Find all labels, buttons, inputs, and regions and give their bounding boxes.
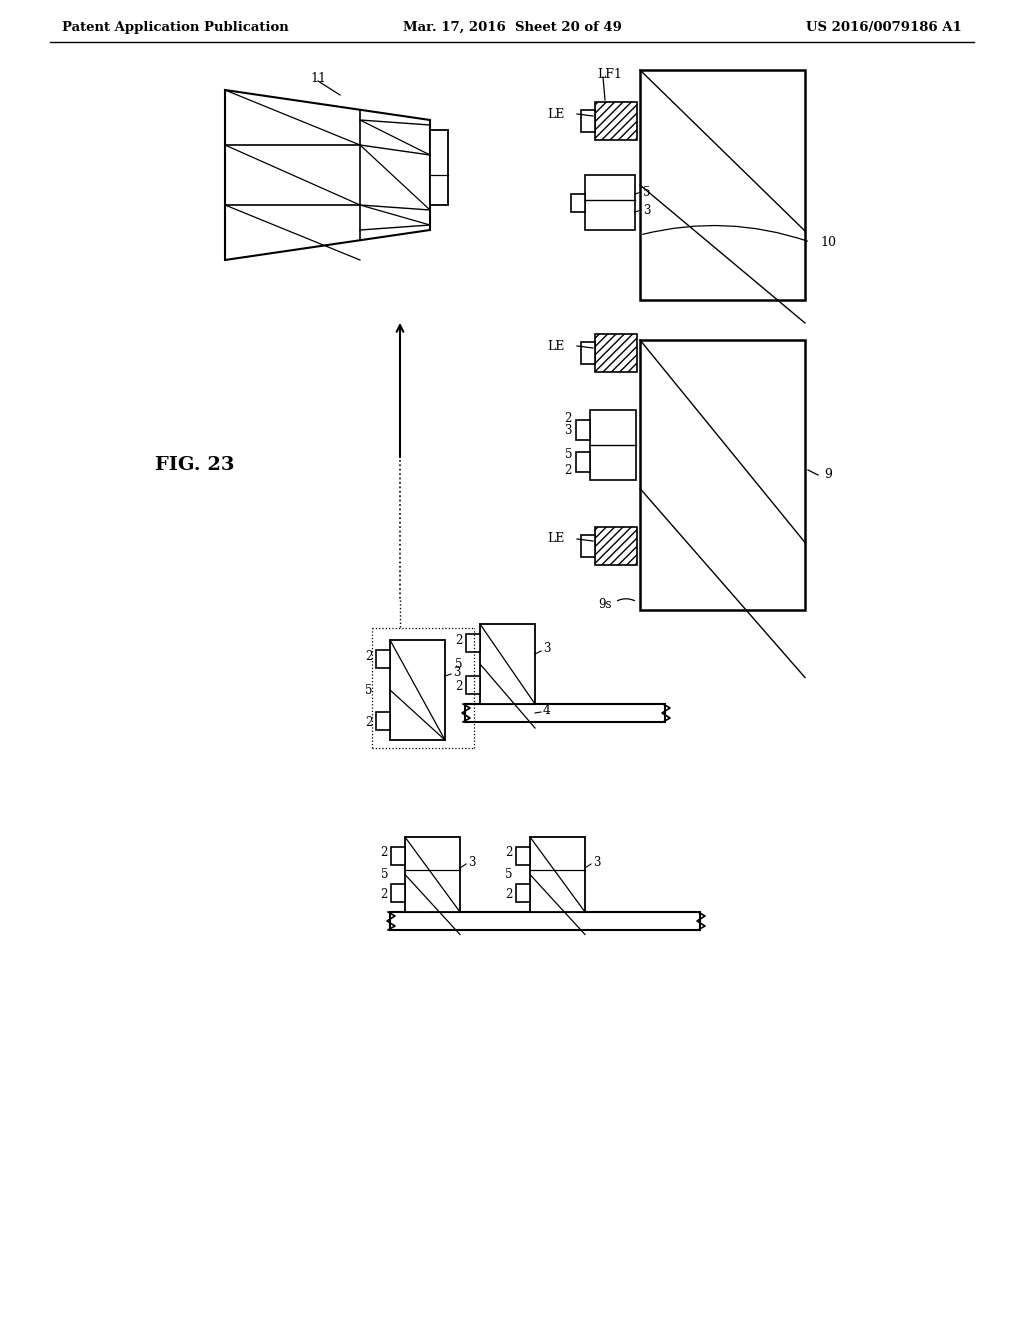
- Text: 5: 5: [564, 447, 572, 461]
- Text: 2: 2: [381, 887, 388, 900]
- Text: 2: 2: [366, 715, 373, 729]
- Bar: [581, 535, 595, 557]
- Text: 10: 10: [820, 235, 836, 248]
- Bar: [581, 110, 595, 132]
- Text: LE: LE: [548, 107, 565, 120]
- Text: 5: 5: [506, 869, 513, 882]
- Text: 5: 5: [381, 869, 388, 882]
- Bar: [376, 711, 390, 730]
- Bar: [640, 341, 805, 610]
- Bar: [585, 176, 635, 230]
- Text: Patent Application Publication: Patent Application Publication: [62, 21, 289, 33]
- Bar: [595, 334, 637, 372]
- Bar: [590, 411, 636, 480]
- Bar: [391, 847, 406, 865]
- Bar: [516, 847, 530, 865]
- Text: LF1: LF1: [597, 67, 622, 81]
- Text: 2: 2: [381, 846, 388, 859]
- Polygon shape: [225, 90, 430, 260]
- Bar: [390, 640, 445, 741]
- Bar: [390, 912, 700, 931]
- Text: 2: 2: [506, 887, 513, 900]
- Text: 5: 5: [643, 186, 650, 198]
- Text: 3: 3: [564, 424, 572, 437]
- Text: 3: 3: [468, 855, 475, 869]
- Text: 5: 5: [456, 657, 463, 671]
- Bar: [595, 102, 637, 140]
- Text: 2: 2: [564, 463, 572, 477]
- Text: LE: LE: [548, 532, 565, 545]
- Text: US 2016/0079186 A1: US 2016/0079186 A1: [806, 21, 962, 33]
- Text: LE: LE: [548, 339, 565, 352]
- Bar: [466, 676, 480, 694]
- Text: 9s: 9s: [598, 598, 611, 610]
- Bar: [595, 527, 637, 565]
- Bar: [430, 129, 449, 205]
- Bar: [581, 342, 595, 364]
- Bar: [516, 884, 530, 902]
- Bar: [575, 420, 590, 440]
- Text: 9: 9: [824, 469, 831, 482]
- Text: 3: 3: [543, 643, 551, 656]
- Bar: [640, 70, 805, 300]
- Bar: [480, 624, 535, 704]
- Text: 2: 2: [366, 649, 373, 663]
- Bar: [575, 451, 590, 473]
- Text: 4: 4: [543, 704, 551, 717]
- Text: 2: 2: [506, 846, 513, 859]
- Text: 5: 5: [366, 684, 373, 697]
- Bar: [466, 634, 480, 652]
- Text: FIG. 23: FIG. 23: [155, 455, 234, 474]
- Text: 2: 2: [564, 412, 572, 425]
- Text: 2: 2: [456, 634, 463, 647]
- Bar: [406, 837, 460, 912]
- Text: Mar. 17, 2016  Sheet 20 of 49: Mar. 17, 2016 Sheet 20 of 49: [402, 21, 622, 33]
- Bar: [376, 649, 390, 668]
- Text: 3: 3: [643, 203, 650, 216]
- Bar: [530, 837, 585, 912]
- Text: 3: 3: [593, 855, 600, 869]
- Text: 3: 3: [453, 665, 461, 678]
- Bar: [465, 704, 665, 722]
- Bar: [391, 884, 406, 902]
- Text: 2: 2: [456, 680, 463, 693]
- Bar: [571, 194, 585, 213]
- Text: 11: 11: [310, 71, 326, 84]
